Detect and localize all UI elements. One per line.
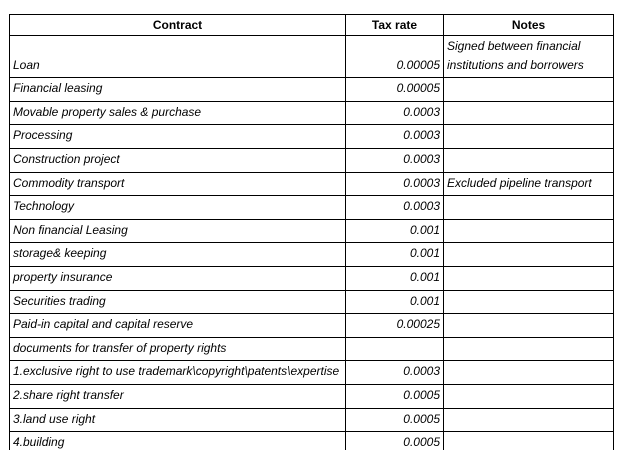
table-row: Securities trading 0.001 [9,289,614,315]
cell-contract: property insurance [9,265,346,291]
column-header-notes: Notes [443,14,614,36]
cell-tax_rate: 0.001 [345,218,444,244]
cell-notes [443,289,614,315]
cell-notes: Excluded pipeline transport [443,171,614,197]
cell-notes [443,242,614,267]
cell-contract: Loan [9,34,346,79]
cell-notes [443,336,614,362]
table-row: 3.land use right 0.0005 [9,407,614,433]
cell-contract: 1.exclusive right to use trademark\copyr… [9,360,346,385]
table-row: Non financial Leasing 0.001 [9,218,614,244]
cell-tax_rate: 0.0003 [345,147,444,173]
cell-notes [443,195,614,220]
cell-notes [443,124,614,149]
table-row: Commodity transport 0.0003 Excluded pipeli… [9,171,614,197]
cell-tax_rate: 0.001 [345,289,444,315]
cell-tax_rate: 0.0003 [345,195,444,220]
cell-contract: 4.building [9,431,346,450]
cell-contract: Financial leasing [9,77,346,102]
table-row: Financial leasing 0.00005 [9,77,614,102]
cell-notes [443,147,614,173]
column-header-contract: Contract [9,14,346,36]
contract-tax-rate-table: Contract Tax rate Notes Loan 0.00005 Signed … [9,14,614,450]
table-row: Processing 0.0003 [9,124,614,149]
table-row: property insurance 0.001 [9,265,614,291]
cell-contract: Processing [9,124,346,149]
cell-contract: Commodity transport [9,171,346,197]
table-row: storage& keeping 0.001 [9,242,614,267]
cell-tax_rate: 0.0003 [345,171,444,197]
cell-tax_rate: 0.00005 [345,77,444,102]
cell-notes: Signed between financial institutions an… [443,34,614,79]
cell-tax_rate: 0.0005 [345,431,444,450]
cell-tax_rate: 0.001 [345,265,444,291]
cell-contract: Paid-in capital and capital reserve [9,313,346,338]
cell-tax_rate: 0.0005 [345,407,444,433]
cell-tax_rate: 0.00025 [345,313,444,338]
column-header-tax_rate: Tax rate [345,14,444,36]
cell-tax_rate [345,336,444,362]
table-row: Construction project 0.0003 [9,147,614,173]
cell-contract: Construction project [9,147,346,173]
cell-tax_rate: 0.001 [345,242,444,267]
table-row: 4.building 0.0005 [9,431,614,450]
cell-notes [443,431,614,450]
cell-tax_rate: 0.0003 [345,360,444,385]
table-row: 1.exclusive right to use trademark\copyr… [9,360,614,385]
header-row: Contract Tax rate Notes [9,14,614,36]
cell-tax_rate: 0.0003 [345,100,444,126]
cell-contract: Movable property sales & purchase [9,100,346,126]
table-row: Technology 0.0003 [9,195,614,220]
cell-contract: Securities trading [9,289,346,315]
cell-contract: 2.share right transfer [9,383,346,409]
cell-contract: Technology [9,195,346,220]
cell-tax_rate: 0.0003 [345,124,444,149]
table-row: 2.share right transfer 0.0005 [9,383,614,409]
cell-contract: 3.land use right [9,407,346,433]
table-row: documents for transfer of property right… [9,336,614,362]
cell-notes [443,100,614,126]
cell-notes [443,313,614,338]
table-row: Loan 0.00005 Signed between financial inst… [9,34,614,79]
cell-tax_rate: 0.00005 [345,34,444,79]
cell-notes [443,407,614,433]
cell-tax_rate: 0.0005 [345,383,444,409]
cell-contract: documents for transfer of property right… [9,336,346,362]
cell-contract: storage& keeping [9,242,346,267]
table-body: Loan 0.00005 Signed between financial inst… [9,34,614,450]
cell-contract: Non financial Leasing [9,218,346,244]
table-row: Movable property sales & purchase 0.0003 [9,100,614,126]
cell-notes [443,218,614,244]
cell-notes [443,360,614,385]
cell-notes [443,77,614,102]
cell-notes [443,383,614,409]
table-row: Paid-in capital and capital reserve 0.000… [9,313,614,338]
cell-notes [443,265,614,291]
